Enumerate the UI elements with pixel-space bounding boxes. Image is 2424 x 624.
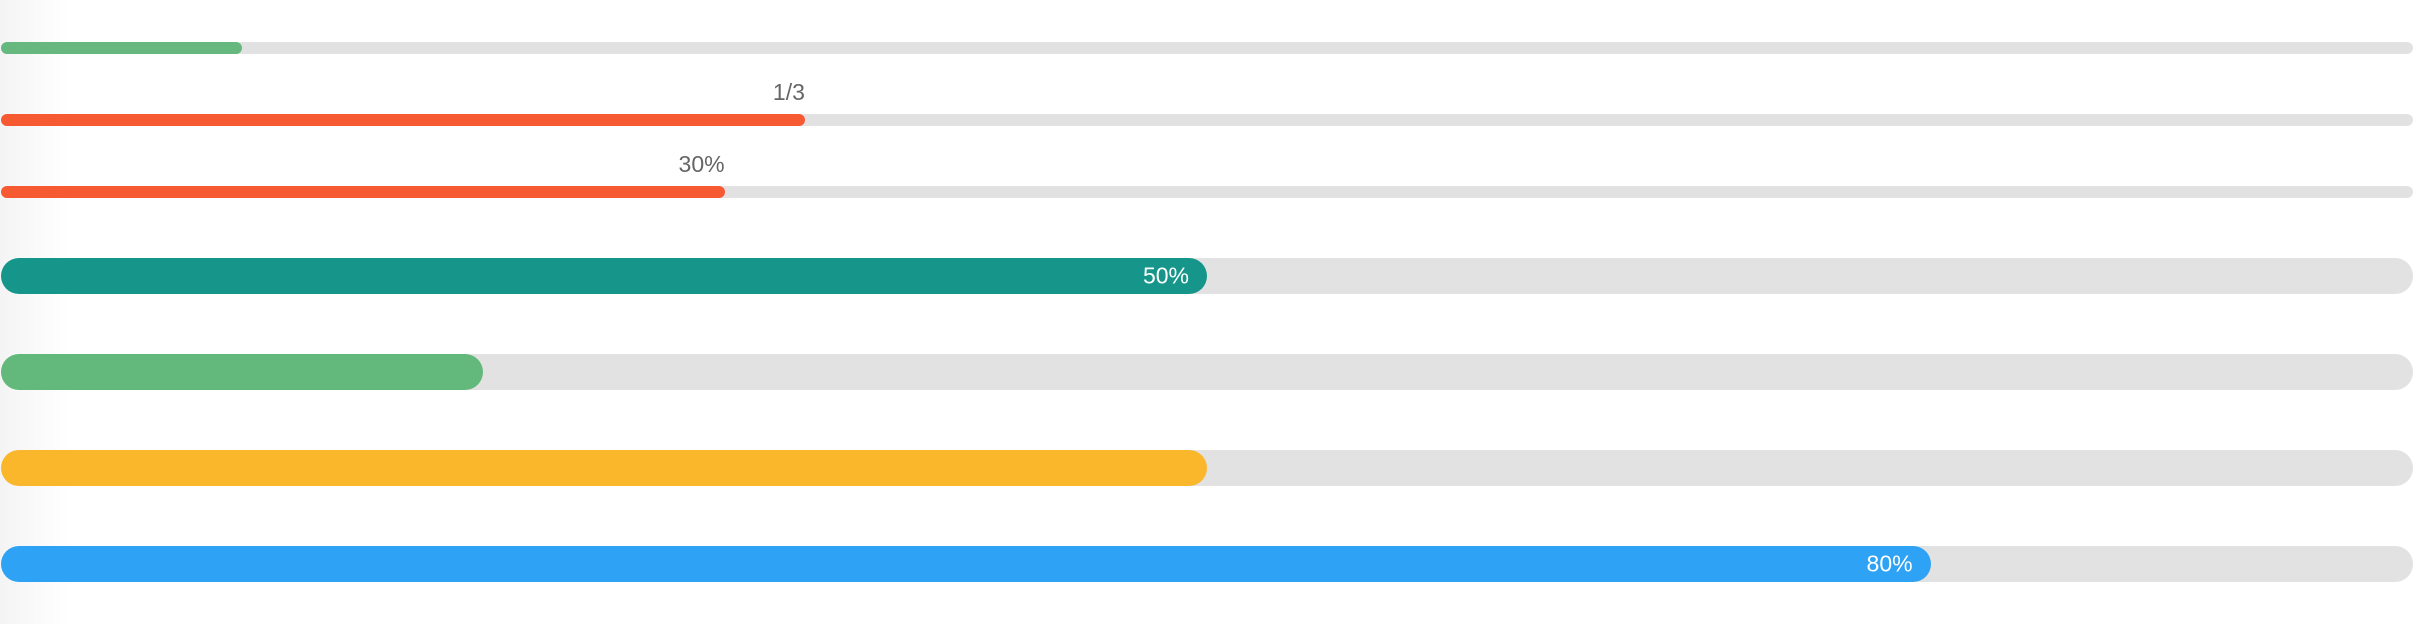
progress-fill-4: 50% (1, 258, 1207, 294)
progress-fill-2 (1, 114, 805, 126)
progress-bar-6 (1, 450, 2413, 486)
progress-bar-1 (1, 42, 2413, 54)
progress-label-1: 1/3 (772, 79, 805, 105)
progress-fill-3 (1, 186, 725, 198)
progress-bar-2 (1, 114, 2413, 126)
progress-fill-5 (1, 354, 484, 390)
progress-bar-3 (1, 186, 2413, 198)
progress-fill-7: 80% (1, 546, 1931, 582)
progress-label-7: 80% (1866, 550, 1913, 577)
progress-label-4: 50% (1142, 262, 1189, 289)
progress-bar-4: 50% (1, 258, 2413, 294)
progress-bar-5 (1, 354, 2413, 390)
progress-bar-7: 80% (1, 546, 2413, 582)
progress-label-2: 30% (678, 151, 725, 177)
progress-fill-1 (1, 42, 243, 54)
progress-fill-6 (1, 450, 1207, 486)
